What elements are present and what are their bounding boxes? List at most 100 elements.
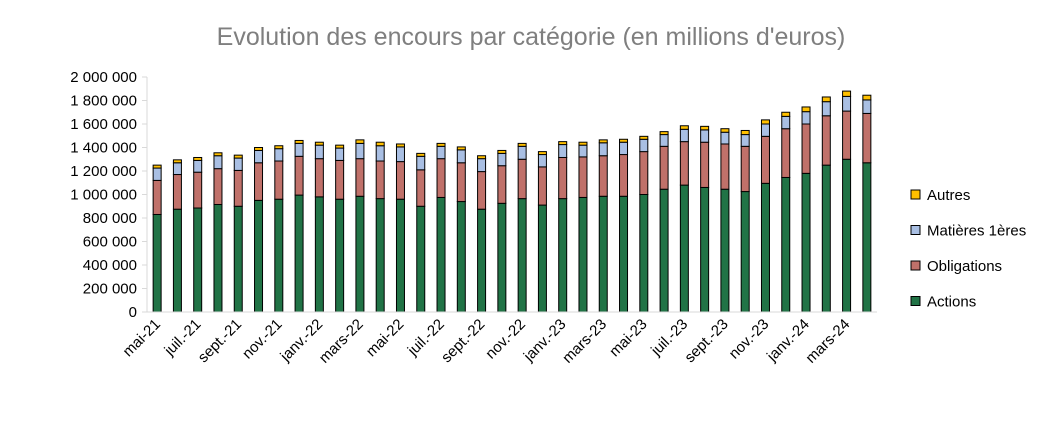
x-tick-label: sept.-22 (438, 316, 488, 366)
y-tick-label: 600 000 (83, 234, 137, 251)
bar-segment-actions (233, 205, 243, 313)
x-tick-label: sept.-21 (195, 316, 245, 366)
bar-segment-actions (395, 198, 405, 313)
bar-segment-obligations (314, 158, 324, 198)
bar-segment-mati-res-1-res (416, 155, 426, 171)
x-tick-label: sept.-23 (681, 316, 731, 366)
bar-segment-obligations (821, 115, 831, 166)
bar-segment-obligations (598, 155, 608, 197)
bar-segment-obligations (517, 158, 527, 200)
bar-segment-actions (659, 188, 669, 313)
bar-segment-actions (456, 201, 466, 313)
bar-segment-obligations (842, 110, 852, 160)
x-tick-label: mai-21 (120, 316, 164, 360)
legend-label: Actions (927, 294, 976, 311)
bar-segment-obligations (436, 158, 446, 198)
bar-segment-mati-res-1-res (213, 155, 223, 170)
bar-segment-obligations (193, 171, 203, 209)
bar-segment-mati-res-1-res (456, 149, 466, 164)
bar-segment-autres (679, 125, 689, 130)
bar-segment-mati-res-1-res (781, 115, 791, 130)
bar-segment-mati-res-1-res (497, 152, 507, 167)
bars-group (152, 90, 872, 313)
bar-segment-mati-res-1-res (254, 149, 264, 164)
y-tick-label: 200 000 (83, 281, 137, 298)
bar-segment-autres (436, 142, 446, 147)
bar-segment-actions (760, 182, 770, 313)
x-axis-ticks: mai-21juil.-21sept.-21nov.-21janv.-22mar… (120, 316, 854, 367)
bar-segment-autres (456, 146, 466, 151)
y-tick-label: 1 400 000 (70, 140, 137, 157)
y-tick-label: 1 200 000 (70, 163, 137, 180)
bar-segment-mati-res-1-res (659, 134, 669, 147)
bar-segment-mati-res-1-res (842, 95, 852, 112)
bar-segment-autres (760, 119, 770, 125)
bar-segment-mati-res-1-res (477, 158, 487, 173)
legend-swatch (910, 225, 921, 235)
bar-segment-autres (862, 94, 872, 101)
bar-segment-mati-res-1-res (152, 167, 162, 181)
bar-segment-mati-res-1-res (335, 147, 345, 161)
y-tick-label: 400 000 (83, 257, 137, 274)
bar-segment-obligations (578, 156, 588, 198)
bar-segment-obligations (679, 141, 689, 186)
bar-segment-actions (335, 198, 345, 313)
bar-segment-autres (821, 96, 831, 103)
bar-segment-mati-res-1-res (619, 141, 629, 156)
bar-segment-mati-res-1-res (233, 157, 243, 171)
bar-segment-actions (842, 158, 852, 313)
bar-segment-actions (436, 196, 446, 313)
bar-segment-obligations (862, 112, 872, 164)
bar-segment-obligations (497, 165, 507, 204)
bar-segment-actions (213, 203, 223, 313)
legend-label: Obligations (927, 258, 1002, 275)
bar-segment-mati-res-1-res (294, 142, 304, 157)
bar-segment-actions (781, 176, 791, 313)
bar-segment-autres (172, 159, 182, 164)
chart-title: Evolution des encours par catégorie (en … (217, 23, 846, 51)
bar-segment-mati-res-1-res (578, 144, 588, 158)
bar-segment-autres (213, 152, 223, 157)
bar-segment-obligations (558, 156, 568, 200)
bar-segment-actions (679, 184, 689, 313)
bar-segment-obligations (456, 162, 466, 203)
bar-segment-mati-res-1-res (314, 144, 324, 160)
bar-segment-obligations (700, 141, 710, 188)
bar-segment-obligations (254, 162, 264, 201)
bar-segment-mati-res-1-res (355, 142, 365, 160)
bar-segment-autres (497, 149, 507, 154)
bar-segment-obligations (537, 166, 547, 206)
bar-segment-actions (172, 208, 182, 313)
bar-segment-autres (842, 90, 852, 97)
y-tick-label: 1 000 000 (70, 187, 137, 204)
bar-segment-autres (152, 164, 162, 169)
bar-segment-actions (639, 194, 649, 313)
bar-segment-autres (395, 143, 405, 148)
bar-segment-mati-res-1-res (436, 145, 446, 160)
bar-segment-actions (821, 164, 831, 313)
bar-segment-autres (781, 111, 791, 117)
bar-segment-mati-res-1-res (375, 145, 385, 162)
bar-segment-mati-res-1-res (639, 138, 649, 153)
axes-group (146, 77, 877, 313)
bar-segment-obligations (639, 151, 649, 196)
bar-segment-obligations (659, 145, 669, 190)
bar-segment-mati-res-1-res (274, 148, 284, 162)
bar-segment-mati-res-1-res (801, 111, 811, 125)
legend-swatch (910, 189, 921, 200)
bar-segment-obligations (416, 169, 426, 207)
bar-segment-obligations (720, 143, 730, 190)
bar-segment-actions (801, 172, 811, 313)
bar-segment-autres (375, 141, 385, 147)
y-tick-label: 2 000 000 (70, 69, 137, 86)
bar-segment-actions (254, 199, 264, 313)
bar-segment-mati-res-1-res (720, 131, 730, 145)
bar-segment-autres (801, 106, 811, 113)
bar-segment-actions (193, 207, 203, 313)
bar-segment-actions (497, 202, 507, 313)
x-tick-label: mars-23 (559, 316, 610, 367)
bar-segment-autres (335, 144, 345, 149)
bar-segment-mati-res-1-res (760, 123, 770, 137)
bar-segment-actions (740, 191, 750, 313)
